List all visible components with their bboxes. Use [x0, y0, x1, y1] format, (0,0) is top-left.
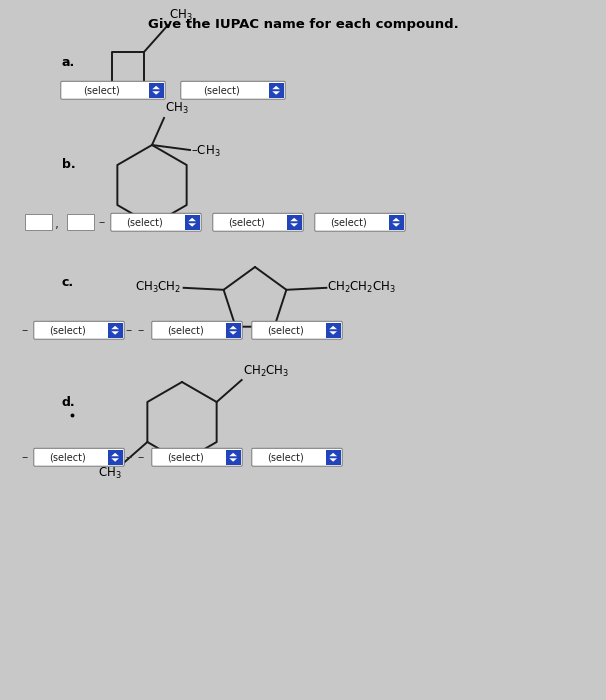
Polygon shape	[329, 453, 337, 456]
Text: –: –	[22, 451, 28, 463]
Text: CH$_3$: CH$_3$	[98, 466, 121, 481]
Text: CH$_2$CH$_3$: CH$_2$CH$_3$	[242, 364, 289, 379]
Polygon shape	[229, 326, 237, 329]
Text: –: –	[99, 216, 105, 229]
Text: (select): (select)	[268, 452, 304, 462]
Polygon shape	[152, 91, 160, 94]
Text: c.: c.	[62, 276, 74, 288]
Polygon shape	[112, 326, 119, 329]
Text: –: –	[22, 323, 28, 337]
Bar	[108, 323, 122, 337]
Text: –: –	[138, 323, 144, 337]
FancyBboxPatch shape	[252, 321, 342, 340]
Text: (select): (select)	[203, 85, 239, 95]
Text: CH$_2$CH$_2$CH$_3$: CH$_2$CH$_2$CH$_3$	[327, 280, 396, 295]
Polygon shape	[290, 218, 298, 221]
Text: –: –	[126, 323, 132, 337]
Bar	[149, 83, 164, 97]
Polygon shape	[329, 458, 337, 462]
Polygon shape	[392, 223, 400, 227]
FancyBboxPatch shape	[213, 214, 303, 231]
Polygon shape	[272, 91, 280, 94]
Text: CH$_3$CH$_2$: CH$_3$CH$_2$	[135, 280, 182, 295]
FancyBboxPatch shape	[34, 448, 124, 466]
Text: (select): (select)	[127, 217, 164, 228]
Text: –CH$_3$: –CH$_3$	[191, 144, 221, 158]
Bar	[67, 214, 94, 230]
Polygon shape	[329, 331, 337, 335]
FancyBboxPatch shape	[61, 81, 165, 99]
Bar	[185, 215, 199, 230]
FancyBboxPatch shape	[152, 448, 242, 466]
Polygon shape	[229, 458, 237, 462]
Text: (select): (select)	[331, 217, 367, 228]
Polygon shape	[188, 223, 196, 227]
Text: (select): (select)	[228, 217, 265, 228]
Bar	[108, 450, 122, 465]
Polygon shape	[329, 326, 337, 329]
Bar	[25, 214, 52, 230]
FancyBboxPatch shape	[34, 321, 124, 340]
Bar	[287, 215, 302, 230]
Text: (select): (select)	[83, 85, 119, 95]
Polygon shape	[272, 86, 280, 89]
Polygon shape	[112, 453, 119, 456]
Text: (select): (select)	[168, 326, 204, 335]
Text: (select): (select)	[168, 452, 204, 462]
Text: a.: a.	[62, 55, 75, 69]
FancyBboxPatch shape	[181, 81, 285, 99]
Bar	[269, 83, 284, 97]
Bar	[226, 323, 241, 337]
Bar	[326, 323, 341, 337]
Polygon shape	[229, 331, 237, 335]
Text: CH$_3$: CH$_3$	[169, 8, 193, 23]
Text: (select): (select)	[50, 452, 86, 462]
Text: (select): (select)	[268, 326, 304, 335]
Polygon shape	[112, 458, 119, 462]
Polygon shape	[290, 223, 298, 227]
Polygon shape	[392, 218, 400, 221]
Polygon shape	[229, 453, 237, 456]
Text: (select): (select)	[50, 326, 86, 335]
Polygon shape	[112, 331, 119, 335]
Bar	[326, 450, 341, 465]
Text: –: –	[126, 451, 132, 463]
Text: d.: d.	[62, 395, 76, 409]
FancyBboxPatch shape	[252, 448, 342, 466]
Text: CH$_3$: CH$_3$	[165, 101, 188, 116]
Text: Give the IUPAC name for each compound.: Give the IUPAC name for each compound.	[148, 18, 458, 31]
Bar	[226, 450, 241, 465]
Polygon shape	[152, 86, 160, 89]
FancyBboxPatch shape	[315, 214, 405, 231]
Text: ,: ,	[55, 218, 59, 231]
Polygon shape	[188, 218, 196, 221]
FancyBboxPatch shape	[111, 214, 201, 231]
Text: –: –	[138, 451, 144, 463]
Text: b.: b.	[62, 158, 76, 172]
Bar	[389, 215, 404, 230]
FancyBboxPatch shape	[152, 321, 242, 340]
